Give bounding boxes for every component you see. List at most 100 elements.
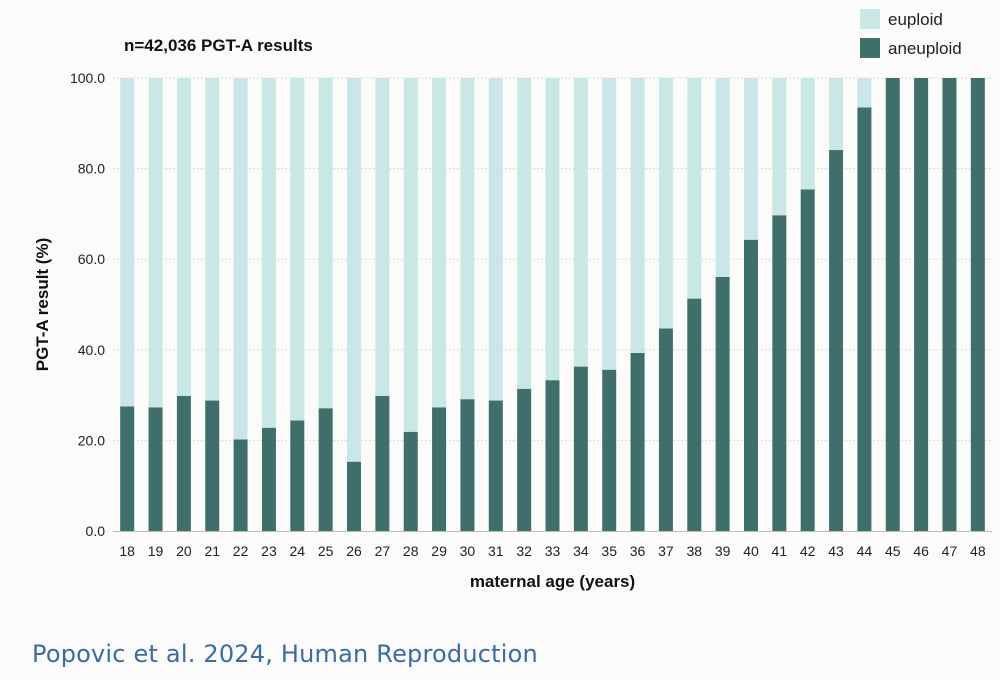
bar-aneuploid-18 [120,406,135,531]
bar-euploid-28 [403,78,418,432]
y-tick-label: 40.0 [78,342,105,358]
bar-aneuploid-46 [914,78,929,531]
chart-title: n=42,036 PGT-A results [124,36,313,55]
bar-euploid-36 [630,78,645,353]
bar-aneuploid-30 [460,399,475,531]
y-tick-label: 0.0 [86,523,106,539]
x-tick-label: 32 [516,543,532,559]
bar-aneuploid-22 [233,439,248,531]
x-axis-ticks: 18 19 20 21 22 23 24 25 26 27 28 29 30 31 32 33 34 35 36 37… [119,543,985,559]
x-tick-label: 21 [204,543,220,559]
x-tick-label: 29 [431,543,447,559]
bar-aneuploid-48 [970,78,985,531]
bar-euploid-37 [658,78,673,329]
x-tick-label: 24 [290,543,306,559]
bar-euploid-22 [233,78,248,440]
bar-aneuploid-26 [347,461,362,531]
y-axis-ticks: 0.0 20.0 40.0 60.0 80.0 100.0 [70,70,105,539]
x-tick-label: 35 [601,543,617,559]
x-tick-label: 20 [176,543,192,559]
legend: euploid aneuploid [860,9,962,58]
y-tick-label: 100.0 [70,70,105,86]
bar-euploid-38 [687,78,702,299]
bar-aneuploid-34 [573,366,588,531]
bar-euploid-23 [261,78,276,428]
x-tick-label: 43 [828,543,844,559]
bar-aneuploid-47 [942,78,957,531]
bar-euploid-34 [573,78,588,367]
bar-euploid-29 [432,78,447,408]
bar-aneuploid-25 [318,408,333,531]
bar-aneuploid-19 [148,407,163,531]
bar-aneuploid-38 [687,298,702,531]
bar-aneuploid-21 [205,400,220,531]
x-tick-label: 44 [857,543,873,559]
bar-aneuploid-36 [630,352,645,531]
bar-aneuploid-39 [715,276,730,531]
bar-aneuploid-42 [800,189,815,532]
x-tick-label: 25 [318,543,334,559]
bar-aneuploid-24 [290,420,305,531]
bar-euploid-32 [517,78,532,389]
y-tick-label: 80.0 [78,161,105,177]
bar-euploid-39 [715,78,730,277]
x-tick-label: 37 [658,543,674,559]
bar-euploid-33 [545,78,560,381]
bars [120,78,985,532]
x-axis-title: maternal age (years) [470,572,635,591]
x-tick-label: 38 [686,543,702,559]
legend-swatch-euploid [860,9,880,29]
bar-euploid-25 [318,78,333,409]
bar-aneuploid-31 [488,400,503,531]
bar-aneuploid-32 [517,388,532,531]
bar-euploid-19 [148,78,163,408]
legend-label-aneuploid: aneuploid [888,39,962,58]
bar-euploid-26 [347,78,362,462]
x-tick-label: 42 [800,543,816,559]
bar-euploid-30 [460,78,475,400]
legend-swatch-aneuploid [860,38,880,58]
bar-euploid-44 [857,78,872,108]
bar-aneuploid-29 [432,407,447,531]
bar-aneuploid-20 [176,396,191,531]
x-tick-label: 23 [261,543,277,559]
legend-label-euploid: euploid [888,10,943,29]
bar-euploid-20 [176,78,191,397]
bar-aneuploid-28 [403,431,418,531]
x-tick-label: 39 [715,543,731,559]
bar-euploid-21 [205,78,220,401]
citation: Popovic et al. 2024, Human Reproduction [32,640,538,668]
x-tick-label: 36 [630,543,646,559]
x-tick-label: 26 [346,543,362,559]
bar-aneuploid-40 [743,239,758,531]
bar-aneuploid-35 [602,369,617,531]
bar-euploid-24 [290,78,305,421]
x-tick-label: 45 [885,543,901,559]
bar-euploid-42 [800,78,815,190]
x-tick-label: 41 [772,543,788,559]
x-tick-label: 30 [460,543,476,559]
x-tick-label: 18 [119,543,135,559]
x-tick-label: 34 [573,543,589,559]
grid-lines [113,77,992,532]
x-tick-label: 19 [148,543,164,559]
x-tick-label: 28 [403,543,419,559]
x-tick-label: 48 [970,543,986,559]
bar-euploid-35 [602,78,617,370]
y-tick-label: 60.0 [78,251,105,267]
bar-euploid-31 [488,78,503,401]
bar-euploid-40 [743,78,758,240]
bar-aneuploid-37 [658,328,673,531]
bar-aneuploid-44 [857,107,872,531]
x-tick-label: 33 [545,543,561,559]
bar-aneuploid-23 [261,427,276,531]
bar-euploid-43 [829,78,844,151]
x-tick-label: 22 [233,543,249,559]
x-tick-label: 40 [743,543,759,559]
x-tick-label: 47 [942,543,958,559]
x-tick-label: 46 [913,543,929,559]
x-tick-label: 27 [375,543,391,559]
x-tick-label: 31 [488,543,504,559]
bar-euploid-27 [375,78,390,397]
